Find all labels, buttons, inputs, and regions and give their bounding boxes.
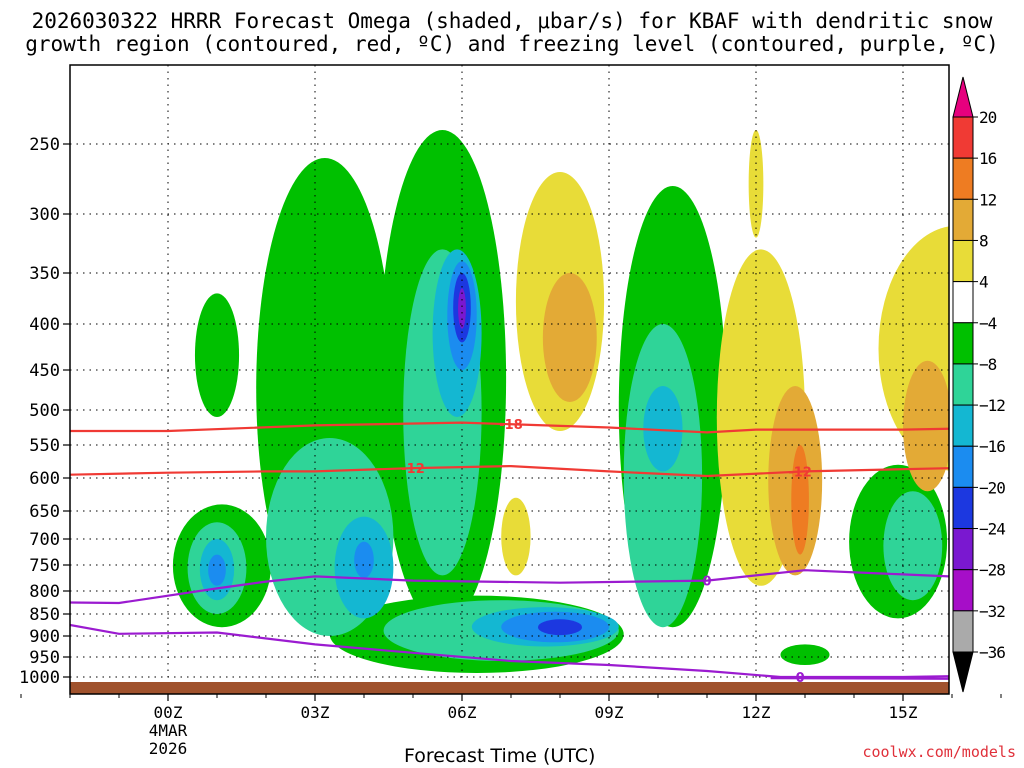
contours: -18 -12 -12 0 0	[70, 418, 949, 686]
y-tick-label-500: 500	[29, 401, 60, 421]
omega-region--8	[883, 491, 943, 601]
omega-region--24	[458, 288, 466, 329]
omega-region-4	[501, 497, 531, 576]
y-tick-label-800: 800	[29, 582, 60, 602]
ground-fill	[70, 682, 949, 694]
colorbar-swatch	[952, 239, 974, 283]
dendritic-contour--18	[70, 421, 949, 434]
colorbar-swatch	[952, 404, 974, 447]
x-tick-label-12Z: 12Z	[742, 703, 771, 722]
x-tick-label-03Z: 03Z	[301, 703, 330, 722]
colorbar-label: −20	[979, 478, 1005, 497]
omega-region--4	[780, 644, 830, 665]
colorbar-swatch	[952, 363, 974, 406]
colorbar-swatch	[952, 610, 974, 653]
colorbar-top-arrow	[952, 76, 974, 118]
colorbar-label: −32	[979, 602, 1005, 621]
colorbar-swatch	[952, 116, 974, 159]
y-tick-label-550: 550	[29, 436, 60, 456]
colorbar-label: −36	[979, 643, 1005, 662]
dendritic-label--12-b: -12	[788, 466, 812, 481]
omega-region--8	[1006, 504, 1024, 600]
x-tick-label-00Z: 00Z	[154, 703, 183, 722]
colorbar-swatch	[952, 198, 974, 241]
colorbar-label: −28	[979, 561, 1005, 580]
colorbar-label: −16	[979, 437, 1005, 456]
y-tick-label-600: 600	[29, 469, 60, 489]
x-tick-label-09Z: 09Z	[595, 703, 624, 722]
colorbar-swatch	[952, 528, 974, 571]
credit-text: coolwx.com/models	[862, 743, 1016, 761]
omega-region--12	[643, 386, 683, 472]
colorbar-label: 12	[979, 190, 997, 209]
colorbar-label: 8	[979, 231, 988, 250]
omega-region-12	[791, 445, 809, 555]
colorbar-swatch	[952, 157, 974, 200]
x-tick-label-15Z: 15Z	[889, 703, 918, 722]
omega-region--16	[208, 554, 226, 586]
omega-region--20	[537, 619, 583, 636]
freezing-label-1: 0	[796, 671, 805, 686]
y-tick-label-450: 450	[29, 361, 60, 381]
y-tick-label-700: 700	[29, 530, 60, 550]
y-tick-label-250: 250	[29, 135, 60, 155]
omega-region--16	[354, 541, 374, 578]
colorbar-label: −8	[979, 355, 997, 374]
colorbar-label: 4	[979, 273, 988, 292]
y-axis: 2503003504004505005506006507007508008509…	[19, 135, 70, 688]
y-tick-label-350: 350	[29, 264, 60, 284]
y-tick-label-950: 950	[29, 648, 60, 668]
colorbar-label: −24	[979, 520, 1005, 539]
y-tick-label-300: 300	[29, 205, 60, 225]
chart-title-line-1: 2026030322 HRRR Forecast Omega (shaded, …	[31, 9, 993, 33]
colorbar: 20 16 12 8 4 −4 −8 −12 −16 −20 −24 −28 −32 −36	[952, 76, 1006, 693]
colorbar-bottom-arrow	[952, 651, 974, 693]
colorbar-swatch	[952, 281, 974, 324]
colorbar-swatch	[952, 486, 974, 530]
omega-shading	[172, 130, 1024, 673]
omega-region--4	[194, 293, 240, 418]
colorbar-swatch	[952, 322, 974, 365]
colorbar-label: 16	[979, 149, 997, 168]
dendritic-label--12-a: -12	[401, 462, 425, 477]
y-tick-label-650: 650	[29, 502, 60, 522]
freezing-contour-0	[70, 569, 949, 605]
plot-frame	[69, 64, 950, 695]
colorbar-label: −4	[979, 314, 997, 333]
x-tick-label-06Z: 06Z	[448, 703, 477, 722]
colorbar-label: −12	[979, 396, 1005, 415]
dendritic-label--18-a: -18	[499, 418, 523, 433]
ground-strip	[70, 682, 949, 694]
y-tick-label-1000: 1000	[19, 668, 60, 688]
x-date-line-1: 4MAR	[149, 721, 188, 740]
omega-region-8	[903, 360, 949, 492]
omega-region-4	[878, 226, 949, 471]
colorbar-swatch	[952, 569, 974, 612]
omega-region-4	[748, 130, 764, 238]
colorbar-swatch	[952, 445, 974, 488]
grid	[70, 65, 949, 682]
x-date-line-2: 2026	[149, 739, 188, 758]
y-tick-label-900: 900	[29, 627, 60, 647]
chart-title-line-2: growth region (contoured, red, ºC) and f…	[25, 32, 999, 56]
y-tick-label-400: 400	[29, 315, 60, 335]
dendritic-contour--12	[70, 464, 949, 478]
y-tick-label-850: 850	[29, 605, 60, 625]
omega-region-8	[542, 273, 597, 402]
freezing-label-0: 0	[702, 575, 711, 590]
colorbar-label: 20	[979, 108, 997, 127]
freezing-contour-1	[70, 623, 949, 680]
y-tick-label-750: 750	[29, 556, 60, 576]
omega-region--8	[623, 324, 703, 628]
x-axis-title: Forecast Time (UTC)	[404, 745, 596, 767]
